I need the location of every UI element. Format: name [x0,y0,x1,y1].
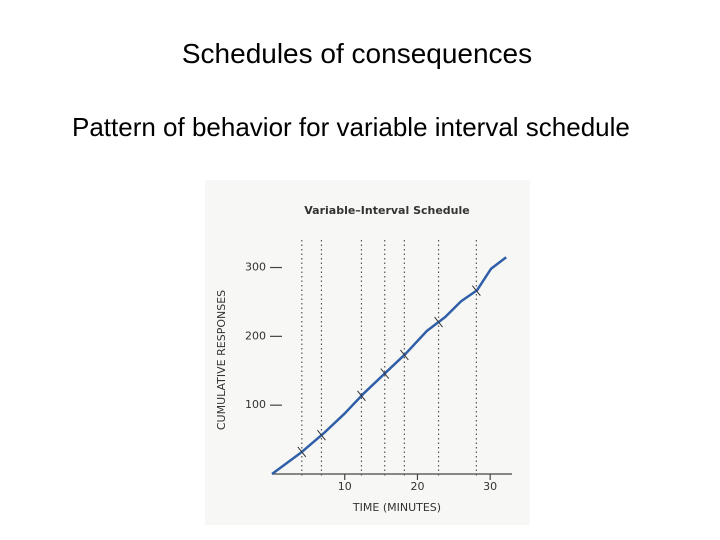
x-tick-label: 20 [410,480,424,493]
y-tick-label: 200 [245,329,266,342]
slide-title: Schedules of consequences [181,38,533,69]
reinforcement-tick [399,349,409,361]
chart-title: Variable–Interval Schedule [304,204,470,217]
reinforcement-tick [471,285,481,297]
y-tick-label: 100 [245,398,266,411]
y-axis-label: CUMULATIVE RESPONSES [215,290,228,430]
reinforcement-tick [297,446,307,458]
chart-image-bg [205,180,530,525]
line [271,256,507,476]
reinforcement-tick [380,368,390,379]
reinforcement-tick [434,316,443,328]
reinforcement-tick [317,429,326,441]
y-tick-label: 300 [245,261,266,274]
reinforcement-tick [357,390,366,402]
x-axis-label: TIME (MINUTES) [352,501,441,514]
slide-subtitle: Pattern of behavior for variable interva… [72,112,630,142]
x-tick-label: 10 [338,480,352,493]
x-tick-label: 30 [483,480,497,493]
